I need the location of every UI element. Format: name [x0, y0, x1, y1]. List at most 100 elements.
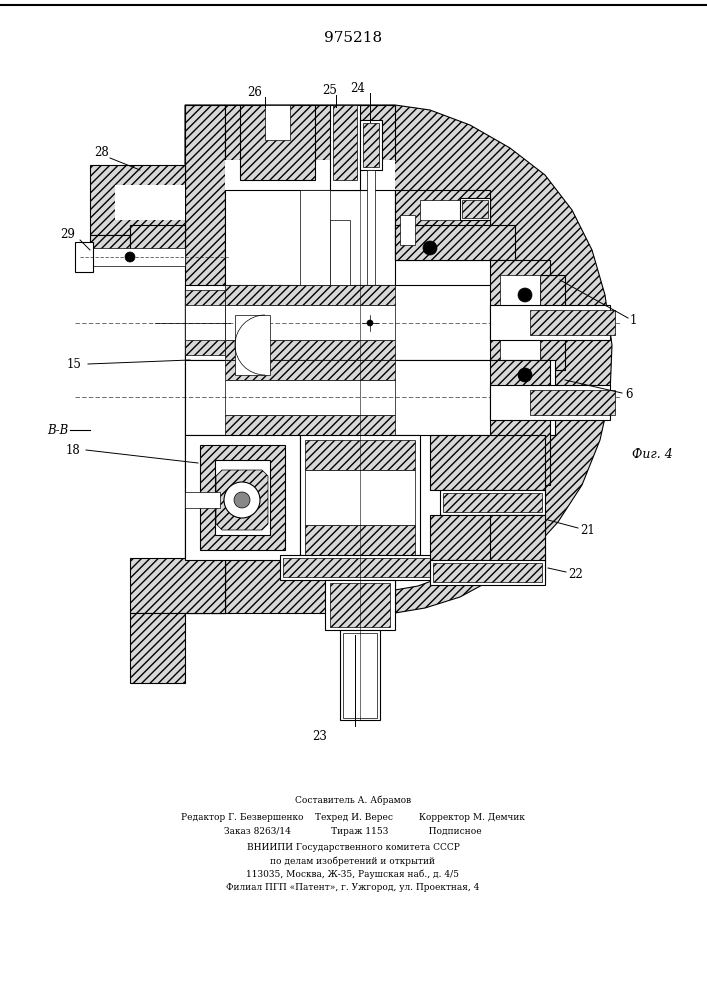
- Bar: [540, 275, 565, 370]
- Bar: [460, 198, 490, 220]
- Bar: [225, 340, 395, 360]
- Bar: [283, 558, 437, 577]
- Text: 23: 23: [312, 730, 327, 743]
- Text: 26: 26: [247, 87, 262, 100]
- Bar: [185, 360, 555, 435]
- Bar: [430, 560, 545, 585]
- Circle shape: [234, 492, 250, 508]
- Bar: [530, 310, 615, 335]
- Text: по делам изобретений и открытий: по делам изобретений и открытий: [271, 856, 436, 866]
- Bar: [305, 440, 415, 470]
- Text: 1: 1: [630, 314, 638, 326]
- Bar: [265, 105, 290, 140]
- Bar: [185, 492, 220, 508]
- Bar: [430, 515, 545, 560]
- Text: Заказ 8263/14              Тираж 1153              Подписное: Заказ 8263/14 Тираж 1153 Подписное: [224, 828, 481, 836]
- Bar: [360, 120, 382, 170]
- Bar: [330, 105, 360, 190]
- Bar: [343, 633, 377, 718]
- Bar: [395, 225, 515, 260]
- Bar: [462, 200, 488, 218]
- Bar: [200, 445, 285, 550]
- Bar: [225, 528, 395, 558]
- Circle shape: [423, 241, 437, 255]
- Text: 975218: 975218: [324, 31, 382, 45]
- Bar: [433, 563, 542, 582]
- Text: ВНИИПИ Государственного комитета СССР: ВНИИПИ Государственного комитета СССР: [247, 844, 460, 852]
- Bar: [185, 435, 300, 560]
- Bar: [333, 105, 357, 180]
- Text: 18: 18: [65, 444, 80, 456]
- Text: Фиг. 4: Фиг. 4: [632, 448, 673, 462]
- Text: Филиал ПГП «Патент», г. Ужгород, ул. Проектная, 4: Филиал ПГП «Патент», г. Ужгород, ул. Про…: [226, 882, 479, 892]
- Bar: [75, 242, 93, 272]
- Bar: [443, 493, 542, 512]
- Bar: [185, 290, 225, 355]
- Text: В-В: В-В: [47, 424, 68, 436]
- Polygon shape: [185, 105, 612, 613]
- Bar: [340, 630, 380, 720]
- Text: 24: 24: [351, 82, 366, 95]
- Bar: [440, 490, 545, 515]
- Bar: [300, 435, 420, 555]
- Bar: [395, 190, 490, 260]
- Circle shape: [125, 252, 135, 262]
- Bar: [130, 558, 225, 613]
- Bar: [530, 390, 615, 415]
- Text: Составитель А. Абрамов: Составитель А. Абрамов: [295, 795, 411, 805]
- Bar: [225, 285, 395, 305]
- Bar: [490, 385, 610, 420]
- Bar: [240, 105, 315, 180]
- Text: 6: 6: [625, 388, 633, 401]
- Bar: [330, 220, 350, 285]
- Text: 29: 29: [61, 229, 76, 241]
- Bar: [185, 105, 225, 613]
- Bar: [420, 200, 470, 220]
- Bar: [115, 185, 185, 220]
- Bar: [490, 515, 545, 580]
- Circle shape: [367, 320, 373, 326]
- Bar: [225, 305, 395, 340]
- Bar: [235, 315, 270, 375]
- Bar: [305, 525, 415, 555]
- Bar: [400, 215, 415, 245]
- Bar: [130, 225, 185, 260]
- Bar: [215, 460, 270, 535]
- Bar: [325, 580, 395, 630]
- Bar: [90, 235, 130, 260]
- Text: 21: 21: [580, 524, 595, 536]
- Bar: [225, 190, 395, 528]
- Text: 22: 22: [568, 568, 583, 582]
- Bar: [75, 248, 185, 266]
- Bar: [185, 290, 225, 613]
- Bar: [90, 165, 185, 235]
- Bar: [225, 360, 395, 380]
- Bar: [225, 105, 395, 160]
- Bar: [130, 613, 185, 683]
- Bar: [330, 583, 390, 627]
- Text: 15: 15: [67, 359, 82, 371]
- Bar: [280, 555, 440, 580]
- Bar: [490, 260, 550, 385]
- Bar: [490, 360, 550, 485]
- Text: 113035, Москва, Ж-35, Раушская наб., д. 4/5: 113035, Москва, Ж-35, Раушская наб., д. …: [247, 869, 460, 879]
- Bar: [430, 435, 545, 490]
- Bar: [225, 558, 395, 613]
- Polygon shape: [216, 470, 268, 530]
- Circle shape: [224, 482, 260, 518]
- Bar: [225, 160, 395, 190]
- Bar: [185, 285, 535, 360]
- Bar: [367, 170, 375, 310]
- Text: 28: 28: [95, 145, 110, 158]
- Bar: [305, 470, 415, 525]
- Bar: [185, 190, 350, 590]
- Circle shape: [518, 368, 532, 382]
- Bar: [225, 380, 395, 415]
- Bar: [300, 190, 330, 285]
- Circle shape: [518, 288, 532, 302]
- Bar: [490, 305, 610, 340]
- Bar: [363, 123, 379, 167]
- Bar: [225, 415, 395, 435]
- Text: Редактор Г. Безвершенко    Техред И. Верес         Корректор М. Демчик: Редактор Г. Безвершенко Техред И. Верес …: [181, 814, 525, 822]
- Bar: [500, 275, 540, 370]
